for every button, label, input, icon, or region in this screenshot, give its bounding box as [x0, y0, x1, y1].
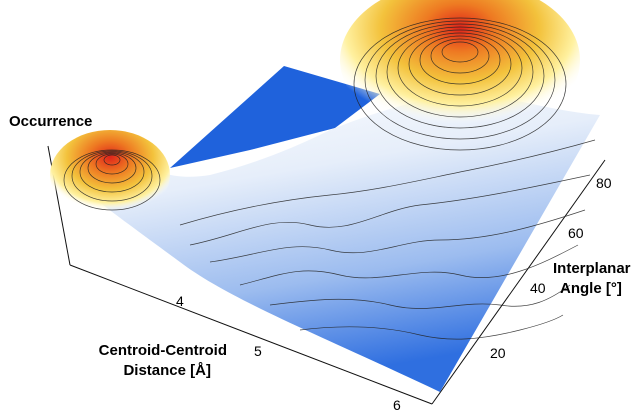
contour-plain-1 — [189, 174, 591, 246]
y-tick-80: 80 — [596, 175, 612, 191]
contour-left-peak-1 — [95, 153, 129, 175]
contour-main-peak-8 — [353, 17, 567, 151]
contour-main-peak-4 — [397, 29, 523, 107]
x-axis-label-line1: Centroid-Centroid — [99, 342, 227, 359]
y-axis-label-line1: Interplanar — [553, 260, 631, 277]
surface — [78, 92, 600, 392]
contour-lines — [63, 17, 596, 340]
y-tick-60: 60 — [568, 225, 584, 241]
x-tick-4: 4 — [176, 293, 184, 309]
z-axis-label: Occurrence — [9, 113, 92, 130]
contour-main-peak-5 — [386, 26, 534, 118]
contour-plain-5 — [299, 314, 564, 340]
contour-plain-2 — [209, 209, 586, 263]
contour-main-peak-1 — [430, 38, 490, 74]
low-distance-peak — [50, 130, 170, 220]
contour-plain-4 — [269, 284, 571, 309]
y-tick-20: 20 — [490, 345, 506, 361]
y-tick-40: 40 — [530, 280, 546, 296]
main-peak — [340, 0, 580, 140]
contour-left-peak-5 — [63, 149, 161, 211]
y-axis-line — [431, 159, 606, 405]
contour-main-peak-2 — [419, 35, 501, 85]
contour-plain-0 — [179, 139, 596, 226]
labels: Occurrence 4 5 6 20 40 60 80 Centroid-Ce… — [9, 113, 631, 411]
contour-left-peak-4 — [71, 150, 153, 202]
contour-main-peak-7 — [364, 20, 556, 140]
back-wall — [170, 66, 380, 168]
contour-left-peak-3 — [79, 151, 145, 193]
y-axis-label-line2: Angle [°] — [560, 280, 622, 297]
contour-main-peak-0 — [441, 41, 479, 63]
contour-main-peak-6 — [375, 23, 545, 129]
contour-plain-3 — [239, 244, 579, 286]
x-tick-6: 6 — [393, 397, 401, 411]
x-axis-line — [69, 264, 433, 405]
contour-left-peak-0 — [103, 154, 121, 166]
x-tick-5: 5 — [254, 343, 262, 359]
contour-left-peak-2 — [87, 152, 137, 184]
contour-main-peak-3 — [408, 32, 512, 96]
x-axis-label-line2: Distance [Å] — [123, 362, 211, 379]
